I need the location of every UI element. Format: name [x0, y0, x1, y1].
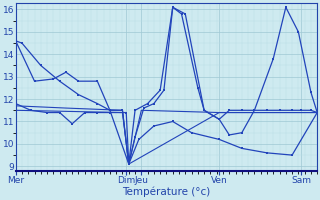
- X-axis label: Température (°c): Température (°c): [122, 187, 211, 197]
